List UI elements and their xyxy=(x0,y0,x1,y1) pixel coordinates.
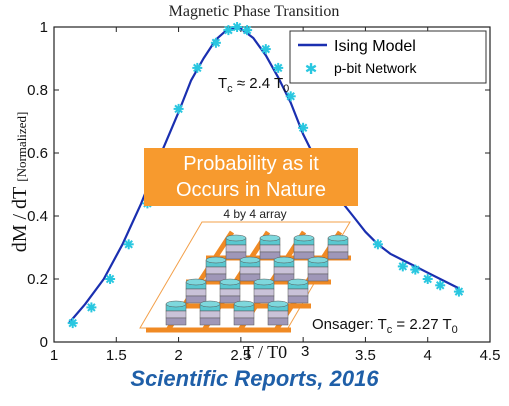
legend-label-pbit: p-bit Network xyxy=(334,60,417,76)
pbit-data-point xyxy=(298,122,309,133)
pbit-data-point xyxy=(273,62,284,73)
y-tick-label: 1 xyxy=(40,19,48,36)
pbit-data-point xyxy=(232,22,243,32)
tc-annotation: Tc ≈ 2.4 T0 xyxy=(218,75,289,95)
pbit-data-point xyxy=(397,261,408,272)
pbit-data-point xyxy=(453,286,464,297)
spin-cell xyxy=(199,300,221,326)
spin-cell xyxy=(205,256,227,282)
pbit-data-point xyxy=(260,44,271,55)
pbit-data-point xyxy=(105,274,116,284)
x-tick-label: 3 xyxy=(301,343,309,360)
legend-marker-swatch: ✱ xyxy=(305,60,318,78)
spin-cell xyxy=(307,256,329,282)
x-tick-label: 1.5 xyxy=(106,347,127,364)
pbit-data-point xyxy=(285,91,296,102)
x-tick-label: 1 xyxy=(50,347,58,364)
pbit-data-point xyxy=(435,280,446,291)
spin-cell xyxy=(273,256,295,282)
inset-letter-i: I xyxy=(151,298,153,307)
callout-box: Probability as it Occurs in Nature xyxy=(144,148,358,206)
y-tick-label: 0.2 xyxy=(27,271,48,288)
plot-frame xyxy=(53,26,491,343)
y-axis-title: dM / dT[Normalized] xyxy=(9,112,31,253)
spin-cell xyxy=(165,300,187,326)
legend-box xyxy=(289,30,487,84)
callout-line-1: Probability as it xyxy=(183,153,319,175)
spin-cell xyxy=(287,278,309,304)
pbit-data-point xyxy=(223,25,234,36)
x-tick-label: 2.5 xyxy=(230,347,251,364)
pbit-data-point xyxy=(123,239,134,250)
spin-cell xyxy=(225,234,247,260)
spin-cell xyxy=(239,256,261,282)
chart-title: Magnetic Phase Transition xyxy=(169,3,340,20)
y-tick-label: 0 xyxy=(40,334,48,351)
y-tick-label: 0.6 xyxy=(27,145,48,162)
spin-cell xyxy=(293,234,315,260)
pbit-data-point xyxy=(86,302,97,313)
spin-cell xyxy=(219,278,241,304)
spin-cell xyxy=(253,278,275,304)
footer-citation: Scientific Reports, 2016 xyxy=(130,366,379,391)
array-label: 4 by 4 array xyxy=(223,207,287,221)
axes: 1 1.5 2 2.5 3.5 4 4.5 3 0 0.2 0.4 0.6 0.8 1 xyxy=(27,19,500,364)
pbit-data-point xyxy=(410,264,421,275)
spin-array-inset: IW xyxy=(139,221,351,333)
spin-cell xyxy=(267,300,289,326)
inset-letter-w: W xyxy=(151,315,159,324)
x-tick-label: 3.5 xyxy=(355,347,376,364)
x-tick-label: 2 xyxy=(174,347,182,364)
legend: Ising Model ✱ p-bit Network xyxy=(289,30,487,84)
pbit-data-point xyxy=(67,318,78,329)
spin-cell xyxy=(233,300,255,326)
spin-cell xyxy=(185,278,207,304)
legend-label-ising: Ising Model xyxy=(334,38,416,55)
y-tick-label: 0.4 xyxy=(27,208,48,225)
callout-line-2: Occurs in Nature xyxy=(175,179,327,201)
spin-cell xyxy=(259,234,281,260)
x-tick-label: 4 xyxy=(424,347,432,364)
pbit-data-point xyxy=(210,37,221,48)
pbit-data-point xyxy=(422,274,433,284)
onsager-annotation: Onsager: Tc = 2.27 T0 xyxy=(312,316,458,336)
pbit-data-point xyxy=(192,62,203,73)
x-tick-label: 4.5 xyxy=(480,347,501,364)
pbit-data-point xyxy=(173,103,184,114)
pbit-data-point xyxy=(242,25,253,36)
y-tick-label: 0.8 xyxy=(27,82,48,99)
pbit-data-point xyxy=(372,239,383,250)
x-axis-title: T / T0 xyxy=(243,342,287,362)
spin-cell xyxy=(327,234,349,260)
